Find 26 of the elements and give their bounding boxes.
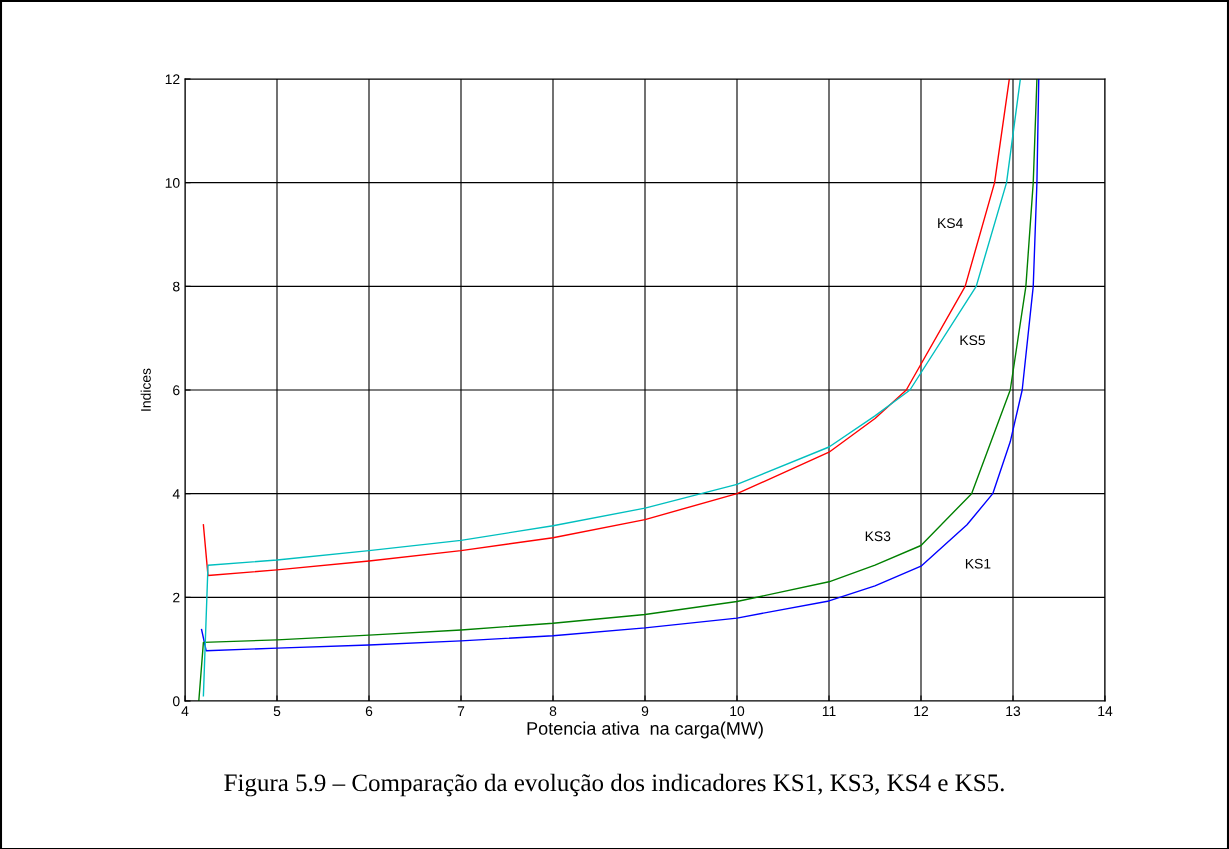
y-tick-label: 6 bbox=[173, 385, 180, 396]
y-tick-label: 2 bbox=[173, 592, 180, 603]
x-tick-label: 10 bbox=[730, 706, 745, 717]
series-label: KS5 bbox=[960, 335, 985, 346]
x-tick-label: 7 bbox=[457, 706, 465, 716]
y-tick-label: 10 bbox=[165, 178, 180, 188]
x-tick-label: 4 bbox=[181, 706, 189, 716]
x-tick-label: 9 bbox=[641, 706, 649, 717]
x-axis-title: Potencia ativa na carga(MW) bbox=[527, 721, 763, 739]
x-tick-label: 12 bbox=[914, 706, 929, 716]
y-tick-label: 8 bbox=[173, 281, 180, 292]
x-tick-label: 6 bbox=[365, 706, 373, 717]
x-tick-label: 14 bbox=[1098, 706, 1113, 716]
series-label: KS4 bbox=[938, 218, 963, 229]
x-tick-label: 8 bbox=[549, 706, 557, 717]
y-axis-title: Indices bbox=[140, 368, 151, 411]
y-tick-label: 4 bbox=[172, 489, 180, 499]
y-tick-label: 0 bbox=[172, 696, 180, 707]
series-label: KS1 bbox=[965, 558, 991, 569]
y-tick-label: 12 bbox=[165, 74, 180, 85]
x-tick-label: 5 bbox=[273, 706, 281, 717]
text: Figura 5.9 – Comparação da evolução dos indicadores KS1, KS3, KS4 e KS5. bbox=[224, 773, 1004, 797]
x-tick-label: 11 bbox=[822, 706, 836, 716]
line-series bbox=[202, 79, 1011, 577]
x-tick-label: 13 bbox=[1006, 706, 1021, 717]
series-label: KS3 bbox=[865, 531, 891, 542]
